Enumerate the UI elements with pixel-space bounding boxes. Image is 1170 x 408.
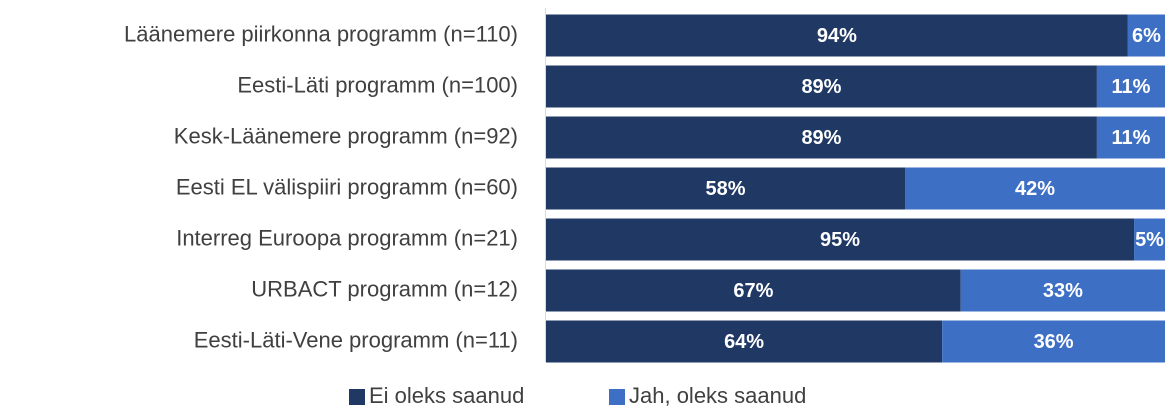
data-label: 58% <box>705 178 745 200</box>
data-label: 89% <box>801 76 841 98</box>
legend-label: Ei oleks saanud <box>369 383 524 408</box>
bar-segment <box>546 14 1128 57</box>
data-label: 67% <box>733 280 773 302</box>
data-label: 11% <box>1111 127 1150 149</box>
bar-segment <box>546 218 1135 261</box>
bar-segment <box>1096 116 1165 159</box>
data-label: 64% <box>724 331 764 353</box>
data-label: 5% <box>1135 229 1164 251</box>
bar-segment <box>546 320 943 363</box>
bar-segment <box>1096 65 1165 108</box>
category-label: Eesti EL välispiiri programm (n=60) <box>176 174 518 199</box>
bar-segment <box>546 269 961 312</box>
data-label: 33% <box>1043 280 1083 302</box>
bar-segment <box>1134 218 1165 261</box>
data-label: 94% <box>817 25 857 47</box>
data-label: 95% <box>820 229 860 251</box>
data-label: 6% <box>1132 25 1161 47</box>
data-label: 36% <box>1034 331 1074 353</box>
legend-label: Jah, oleks saanud <box>629 383 806 408</box>
bar-segment <box>546 116 1097 159</box>
data-label: 11% <box>1111 76 1150 98</box>
category-label: Interreg Euroopa programm (n=21) <box>176 225 518 250</box>
data-label: 42% <box>1015 178 1055 200</box>
bar-segment <box>942 320 1165 363</box>
legend-swatch <box>609 389 625 405</box>
category-label: Läänemere piirkonna programm (n=110) <box>124 21 518 46</box>
bar-segment <box>905 167 1165 210</box>
category-label: Eesti-Läti-Vene programm (n=11) <box>194 327 518 352</box>
bar-segment <box>1127 14 1165 57</box>
category-label: Kesk-Läänemere programm (n=92) <box>174 123 518 148</box>
data-label: 89% <box>801 127 841 149</box>
bar-segment <box>960 269 1165 312</box>
bar-segment <box>546 167 906 210</box>
category-label: URBACT programm (n=12) <box>251 276 518 301</box>
legend-swatch <box>349 389 365 405</box>
bar-segment <box>546 65 1097 108</box>
category-label: Eesti-Läti programm (n=100) <box>237 72 518 97</box>
